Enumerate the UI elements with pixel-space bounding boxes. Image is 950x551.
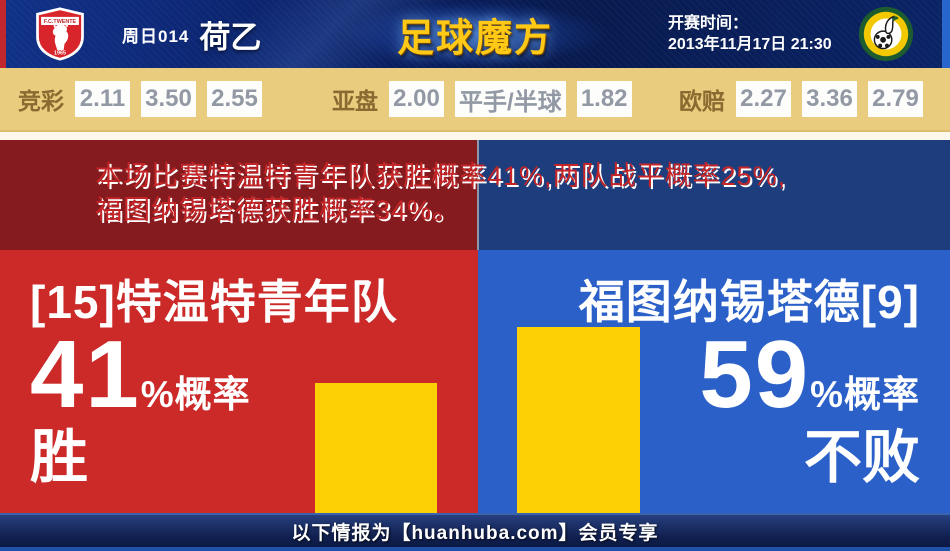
svg-text:1965: 1965 bbox=[54, 51, 66, 57]
away-outcome: 不败 bbox=[803, 425, 920, 490]
yapan-handicap: 平手/半球 bbox=[455, 81, 566, 117]
oupei-label: 欧赔 bbox=[679, 88, 725, 114]
home-probability-value: 41 bbox=[30, 321, 141, 428]
oupei-home-odds: 2.27 bbox=[736, 81, 791, 117]
away-crest-icon bbox=[857, 5, 915, 63]
probability-panels: [15]特温特青年队 41 %概率 胜 福图纳锡塔德[9] 59 %概率 不败 bbox=[0, 250, 950, 513]
footer-bar: 以下情报为【huanhuba.com】会员专享 bbox=[0, 513, 950, 551]
jingcai-draw-odds: 3.50 bbox=[141, 81, 196, 117]
header: F.C.TWENTE 1965 周日014 荷乙 足球魔方 开赛时间： 2013… bbox=[0, 0, 950, 68]
jingcai-away-odds: 2.55 bbox=[207, 81, 262, 117]
kickoff-info: 开赛时间： 2013年11月17日 21:30 bbox=[668, 13, 832, 55]
brand-glow bbox=[345, 2, 605, 66]
brand-text: 足球魔方 bbox=[397, 16, 553, 60]
home-probability-unit: %概率 bbox=[140, 374, 251, 415]
away-panel: 福图纳锡塔德[9] 59 %概率 不败 bbox=[478, 250, 950, 513]
yapan-away-odds: 1.82 bbox=[576, 81, 632, 117]
away-probability-value: 59 bbox=[699, 321, 811, 428]
odds-group-jingcai: 竞彩 2.11 3.50 2.55 bbox=[18, 68, 262, 130]
oupei-away-odds: 2.79 bbox=[868, 81, 923, 117]
summary-text: 本场比赛特温特青年队获胜概率41%,两队战平概率25%, 福图纳锡塔德获胜概率3… bbox=[95, 159, 786, 227]
away-team-name: 福图纳锡塔德[9] bbox=[578, 276, 920, 328]
home-crest-icon: F.C.TWENTE 1965 bbox=[32, 7, 88, 61]
footer-text: 以下情报为【huanhuba.com】会员专享 bbox=[291, 522, 659, 544]
away-probability-bar bbox=[517, 327, 640, 513]
odds-group-yapan: 亚盘 2.00 平手/半球 1.82 bbox=[332, 68, 632, 130]
match-number: 周日014 bbox=[122, 26, 190, 46]
kickoff-label: 开赛时间： bbox=[668, 15, 749, 32]
home-panel: [15]特温特青年队 41 %概率 胜 bbox=[0, 250, 478, 513]
away-color-stripe bbox=[942, 0, 950, 68]
home-color-stripe bbox=[0, 0, 6, 68]
odds-group-oupei: 欧赔 2.27 3.36 2.79 bbox=[679, 68, 923, 130]
jingcai-label: 竞彩 bbox=[18, 88, 64, 114]
away-probability-unit: %概率 bbox=[810, 374, 920, 415]
yapan-home-odds: 2.00 bbox=[389, 81, 444, 117]
home-outcome: 胜 bbox=[30, 425, 89, 490]
separator bbox=[0, 132, 950, 140]
home-team-name: [15]特温特青年队 bbox=[30, 276, 398, 328]
odds-bar: 竞彩 2.11 3.50 2.55 亚盘 2.00 平手/半球 1.82 欧赔 … bbox=[0, 68, 950, 132]
home-probability-bar bbox=[315, 383, 437, 513]
summary-line-1: 本场比赛特温特青年队获胜概率41%,两队战平概率25%, bbox=[95, 161, 787, 191]
yapan-label: 亚盘 bbox=[332, 88, 378, 114]
jingcai-home-odds: 2.11 bbox=[75, 81, 130, 117]
summary-line-2: 福图纳锡塔德获胜概率34%。 bbox=[95, 195, 461, 225]
league-name: 荷乙 bbox=[199, 19, 262, 55]
oupei-draw-odds: 3.36 bbox=[802, 81, 857, 117]
summary-bg-home bbox=[0, 140, 477, 250]
svg-text:F.C.TWENTE: F.C.TWENTE bbox=[44, 19, 77, 25]
summary-bg-away bbox=[477, 140, 950, 250]
prediction-summary: 本场比赛特温特青年队获胜概率41%,两队战平概率25%, 福图纳锡塔德获胜概率3… bbox=[0, 140, 950, 250]
kickoff-time: 2013年11月17日 21:30 bbox=[668, 36, 832, 53]
match-meta: 周日014 荷乙 bbox=[122, 0, 261, 68]
